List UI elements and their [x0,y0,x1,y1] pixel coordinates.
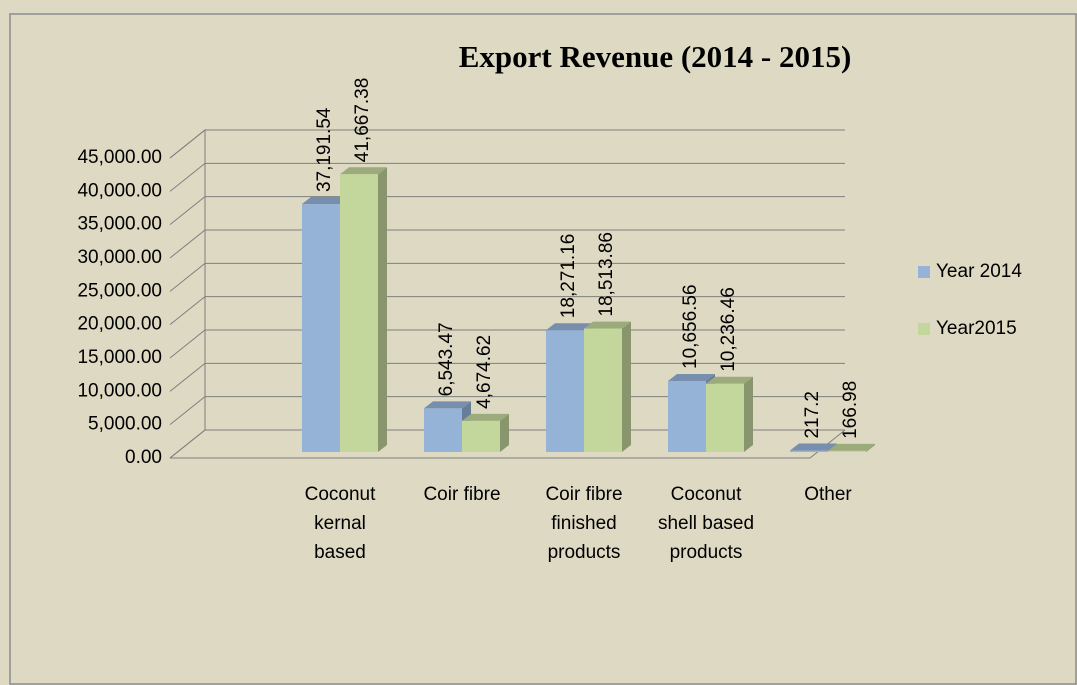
floor [170,429,846,459]
bar-top [462,413,509,421]
grid-line [169,129,845,159]
bar [828,450,866,452]
legend-label: Year2015 [936,318,1017,339]
bar-top [546,323,593,331]
grid-line [169,396,845,426]
value-label: 6,543.47 [436,322,457,396]
bar-side [378,167,387,452]
x-tick-label: Coir fibre finished products [545,484,623,563]
y-tick-label: 5,000.00 [88,414,162,435]
legend-swatch [918,323,930,335]
bar-side [500,413,509,452]
value-label: 217.2 [802,391,823,439]
value-label: 18,513.86 [596,232,617,317]
grid-line [169,229,845,259]
y-tick-label: 45,000.00 [77,147,162,168]
bar-top [584,321,631,329]
grid-line [169,329,845,359]
bar [790,450,828,452]
bar [668,380,706,452]
chart-title: Export Revenue (2014 - 2015) [459,39,852,74]
value-label: 41,667.38 [352,78,373,163]
bar-top [340,167,387,175]
bar-top [424,401,471,409]
y-tick-label: 25,000.00 [77,280,162,301]
value-label: 37,191.54 [314,107,335,192]
bar-top [828,443,875,451]
y-tick-label: 20,000.00 [77,314,162,335]
grid-line [169,196,845,226]
bar-top [706,376,753,384]
bar-side [622,321,631,452]
x-tick-label: Other [804,484,852,505]
y-tick-label: 40,000.00 [77,180,162,201]
bar [302,204,340,452]
bar [706,383,744,452]
y-tick-label: 0.00 [125,447,162,468]
bar-top [790,443,837,451]
bar-side [866,443,875,452]
value-label: 10,236.46 [718,287,739,372]
bar-top [302,197,349,205]
bar-top [668,373,715,381]
bar [340,174,378,452]
bar [424,408,462,452]
value-label: 4,674.62 [474,335,495,409]
back-wall [169,128,206,459]
value-label: 18,271.16 [558,234,579,319]
x-tick-label: Coir fibre [423,484,501,505]
y-tick-label: 10,000.00 [77,380,162,401]
bar [584,328,622,452]
x-tick-label: Coconut shell based products [657,484,755,563]
chart-border [9,13,1077,685]
grid-line [169,429,845,459]
legend-label: Year 2014 [936,261,1022,282]
grid-line [169,296,845,326]
y-tick-label: 15,000.00 [77,347,162,368]
bar-side [744,376,753,452]
bar [546,330,584,452]
legend-swatch [918,266,930,278]
value-label: 166.98 [840,381,861,439]
grid-line [169,162,845,192]
bar [462,420,500,452]
x-tick-label: Coconut kernal based [304,484,376,563]
grid-line [169,362,845,392]
value-label: 10,656.56 [680,284,701,369]
y-tick-label: 30,000.00 [77,247,162,268]
grid-line [169,262,845,292]
y-tick-label: 35,000.00 [77,214,162,235]
